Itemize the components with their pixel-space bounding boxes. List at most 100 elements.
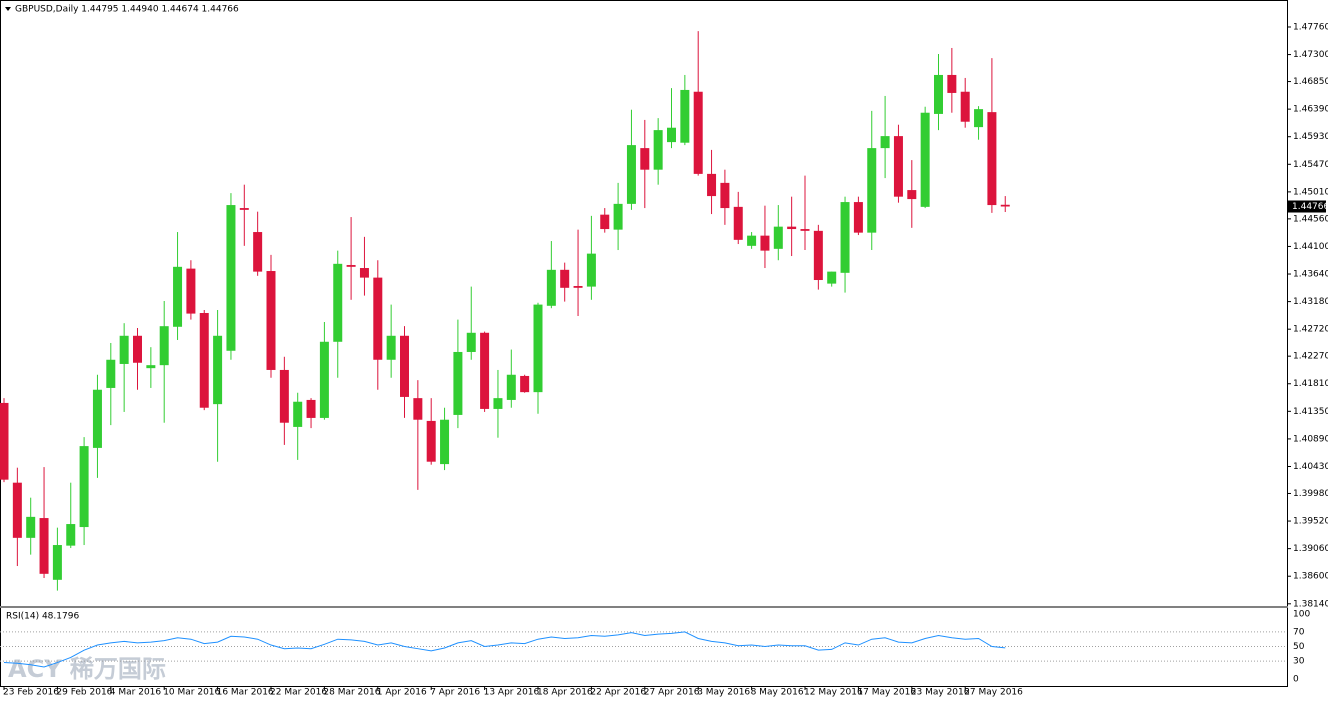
x-tick-label: 12 May 2016 (804, 688, 863, 698)
y-tick-label: 1.38600 (1293, 572, 1328, 582)
y-tick-label: 1.39980 (1293, 489, 1328, 499)
candle-body (213, 335, 223, 405)
x-tick-label: 23 May 2016 (911, 688, 970, 698)
candle-body (333, 263, 343, 342)
candle-body (613, 203, 623, 230)
candle-body (79, 446, 89, 528)
x-tick-label: 22 Apr 2016 (590, 688, 646, 698)
x-tick-label: 28 Mar 2016 (323, 688, 380, 698)
y-tick-label: 1.45470 (1293, 160, 1328, 170)
watermark: ACY 稀万国际 (8, 655, 166, 683)
rsi-tick-label: 30 (1293, 657, 1305, 667)
rsi-tick-label: 0 (1293, 675, 1299, 685)
chart-frame (0, 0, 1288, 687)
candle-body (226, 205, 236, 351)
x-tick-label: 7 Apr 2016 (430, 688, 480, 698)
candle-body (199, 312, 209, 408)
candle-body (266, 271, 276, 370)
candle-body (867, 148, 877, 233)
y-tick-label: 1.46390 (1293, 105, 1328, 115)
candle-body (506, 374, 516, 400)
candle-body (747, 235, 757, 246)
y-tick-label: 1.45930 (1293, 132, 1328, 142)
y-tick-label: 1.40430 (1293, 462, 1328, 472)
candle-body (159, 326, 169, 366)
candle-body (760, 235, 770, 251)
candle-body (934, 74, 943, 114)
candle-body (413, 398, 423, 420)
x-tick-label: 27 May 2016 (964, 688, 1023, 698)
candle-body (573, 286, 583, 288)
rsi-tick-label: 70 (1293, 627, 1305, 637)
candle-body (173, 266, 183, 327)
candle-body (880, 136, 890, 149)
candle-body (400, 335, 409, 397)
candle-body (453, 351, 463, 415)
y-tick-label: 1.45010 (1293, 187, 1328, 197)
candle-body (426, 420, 436, 462)
candle-body (26, 516, 36, 538)
candle-body (733, 206, 743, 240)
candle-body (279, 369, 289, 423)
x-tick-label: 3 May 2016 (697, 688, 750, 698)
candle-body (707, 173, 717, 197)
candle-body (680, 89, 690, 143)
x-tick-label: 29 Feb 2016 (56, 688, 112, 698)
candle-body (480, 332, 490, 409)
y-tick-label: 1.40890 (1293, 434, 1328, 444)
x-tick-label: 18 Apr 2016 (537, 688, 593, 698)
candle-body (907, 190, 917, 200)
y-tick-label: 1.39520 (1293, 517, 1328, 527)
candle-body (306, 399, 316, 418)
x-tick-label: 10 Mar 2016 (163, 688, 220, 698)
candle-body (346, 265, 356, 267)
candle-body (987, 112, 997, 206)
candle-body (52, 545, 62, 580)
candle-body (773, 226, 783, 249)
x-tick-label: 23 Feb 2016 (3, 688, 59, 698)
chart-title: GBPUSD,Daily 1.44795 1.44940 1.44674 1.4… (15, 5, 239, 15)
candle-body (533, 304, 543, 393)
candle-body (146, 365, 156, 369)
candle-body (466, 332, 476, 352)
candle-body (827, 271, 837, 284)
x-tick-label: 1 Apr 2016 (377, 688, 427, 698)
candle-body (626, 145, 636, 204)
x-tick-label: 16 Mar 2016 (217, 688, 274, 698)
y-tick-label: 1.47760 (1293, 22, 1328, 32)
y-tick-label: 1.38140 (1293, 599, 1328, 609)
candle-body (653, 130, 663, 170)
menu-arrow (5, 7, 11, 11)
candle-body (546, 269, 556, 306)
y-tick-label: 1.41810 (1293, 379, 1328, 389)
rsi-tick-label: 100 (1293, 610, 1310, 620)
rsi-title: RSI(14) 48.1796 (6, 612, 79, 622)
candle-body (693, 91, 703, 174)
candle-body (667, 127, 676, 143)
x-tick-label: 17 May 2016 (857, 688, 916, 698)
candle-body (520, 375, 530, 393)
candle-body (787, 226, 797, 230)
candle-body (133, 335, 142, 363)
x-tick-label: 8 May 2016 (751, 688, 804, 698)
y-tick-label: 1.47300 (1293, 50, 1328, 60)
candle-body (359, 268, 369, 278)
candle-body (293, 401, 303, 427)
candle-body (186, 268, 196, 314)
candle-body (893, 136, 903, 197)
y-tick-label: 1.39060 (1293, 544, 1328, 554)
candle-body (960, 91, 970, 122)
candle-body (92, 389, 102, 448)
candle-body (800, 229, 810, 231)
y-tick-label: 1.43180 (1293, 297, 1328, 307)
y-tick-label: 1.41350 (1293, 407, 1328, 417)
candle-body (640, 148, 650, 170)
candle-body (253, 232, 263, 272)
y-tick-label: 1.42270 (1293, 352, 1328, 362)
candle-body (920, 112, 930, 207)
candle-body (386, 335, 396, 360)
rsi-line (3, 631, 1006, 668)
candle-body (440, 419, 450, 465)
rsi-tick-label: 50 (1293, 642, 1305, 652)
